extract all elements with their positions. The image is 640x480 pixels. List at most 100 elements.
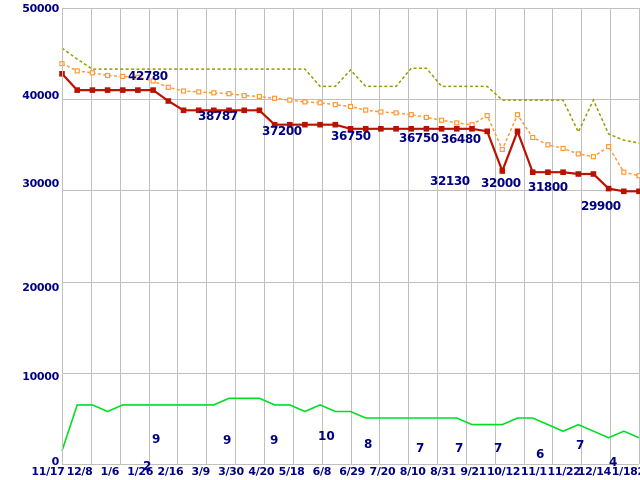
series-marker-average-price bbox=[302, 99, 308, 105]
x-axis-tick-label: 11/17 bbox=[31, 465, 65, 478]
series-marker-average-price bbox=[135, 74, 141, 80]
series-marker-lowest-price bbox=[256, 107, 263, 114]
series-marker-lowest-price bbox=[180, 107, 187, 114]
series-marker-lowest-price bbox=[347, 125, 354, 132]
price-point-label: 32130 bbox=[430, 174, 470, 188]
series-marker-lowest-price bbox=[287, 121, 293, 128]
count-point-label: 8 bbox=[364, 437, 373, 451]
x-axis-tick-label: 3/9 bbox=[191, 465, 211, 478]
x-axis-tick-label: 7/20 bbox=[369, 465, 396, 478]
x-axis-tick-label: 12/14 bbox=[577, 465, 611, 478]
x-axis-tick-label: 11/1 bbox=[520, 465, 547, 478]
series-marker-lowest-price bbox=[454, 125, 460, 132]
series-marker-average-price bbox=[332, 102, 338, 108]
series-marker-lowest-price bbox=[74, 87, 81, 93]
series-marker-average-price bbox=[363, 107, 369, 113]
series-marker-lowest-price bbox=[362, 125, 369, 132]
count-point-label: 9 bbox=[270, 433, 279, 447]
series-marker-lowest-price bbox=[499, 168, 506, 174]
series-marker-average-price bbox=[104, 72, 111, 79]
x-axis-tick-label: 2/16 bbox=[157, 465, 184, 478]
series-marker-lowest-price bbox=[484, 128, 491, 135]
y-axis-tick-label: 20000 bbox=[22, 281, 59, 294]
series-marker-average-price bbox=[272, 95, 278, 101]
series-marker-average-price bbox=[439, 117, 445, 123]
series-marker-lowest-price bbox=[150, 87, 156, 93]
series-marker-average-price bbox=[120, 73, 126, 80]
series-marker-average-price bbox=[165, 84, 171, 90]
price-point-label: 31800 bbox=[528, 180, 568, 194]
series-marker-lowest-price bbox=[545, 169, 551, 176]
series-marker-lowest-price bbox=[620, 188, 627, 195]
series-marker-average-price bbox=[180, 88, 187, 94]
x-axis-tick-label: 1/18 bbox=[611, 465, 638, 478]
series-line-listing-count bbox=[61, 397, 640, 452]
series-marker-lowest-price bbox=[469, 125, 475, 132]
series-marker-lowest-price bbox=[317, 121, 323, 128]
series-marker-lowest-price bbox=[241, 107, 248, 114]
series-marker-lowest-price bbox=[393, 125, 399, 132]
series-marker-lowest-price bbox=[165, 98, 172, 104]
series-marker-average-price bbox=[89, 70, 96, 76]
series-marker-average-price bbox=[636, 173, 640, 179]
x-axis-tick-label: 11/22 bbox=[547, 465, 581, 478]
series-marker-average-price bbox=[256, 93, 262, 100]
count-point-label: 9 bbox=[223, 433, 232, 447]
series-marker-lowest-price bbox=[195, 107, 202, 114]
price-point-label: 38787 bbox=[198, 109, 238, 123]
price-point-label: 42780 bbox=[128, 69, 168, 83]
x-axis-tick-label: 9/21 bbox=[460, 465, 487, 478]
series-marker-lowest-price bbox=[226, 107, 232, 114]
series-marker-lowest-price bbox=[408, 125, 415, 132]
x-axis-tick-label: 1/26 bbox=[127, 465, 154, 478]
series-line-highest-price bbox=[61, 47, 640, 144]
series-marker-average-price bbox=[621, 169, 627, 175]
series-listing-count bbox=[61, 397, 640, 452]
count-point-label: 7 bbox=[455, 441, 464, 455]
price-point-label: 37200 bbox=[262, 124, 302, 138]
series-marker-average-price bbox=[514, 112, 521, 118]
y-axis-tick-label: 30000 bbox=[22, 177, 59, 190]
count-point-label: 9 bbox=[152, 432, 161, 446]
series-marker-lowest-price bbox=[636, 188, 640, 195]
count-point-label: 7 bbox=[576, 438, 585, 452]
series-marker-lowest-price bbox=[529, 169, 536, 176]
y-axis-tick-label: 40000 bbox=[22, 89, 59, 102]
x-axis-tick-label: 2/1 bbox=[637, 465, 640, 478]
series-marker-average-price bbox=[499, 146, 505, 152]
x-axis-tick-label: 8/10 bbox=[399, 465, 426, 478]
x-axis-tick-label: 8/31 bbox=[430, 465, 456, 478]
x-axis-tick-label: 1/6 bbox=[100, 465, 120, 478]
series-marker-average-price bbox=[545, 142, 551, 148]
series-marker-lowest-price bbox=[104, 87, 111, 93]
series-marker-average-price bbox=[393, 110, 399, 116]
series-marker-average-price bbox=[74, 68, 80, 74]
series-marker-lowest-price bbox=[560, 169, 566, 176]
x-axis-tick-label: 3/30 bbox=[218, 465, 244, 478]
series-marker-average-price bbox=[196, 89, 202, 95]
count-point-label: 6 bbox=[536, 447, 545, 461]
count-point-label: 2 bbox=[143, 459, 152, 473]
x-axis-tick-label: 12/8 bbox=[66, 465, 93, 478]
series-marker-average-price bbox=[560, 145, 566, 151]
series-marker-average-price bbox=[211, 90, 217, 96]
series-average-price bbox=[59, 60, 640, 179]
series-marker-lowest-price bbox=[378, 125, 384, 132]
plot-border bbox=[62, 8, 639, 464]
series-marker-average-price bbox=[423, 114, 429, 121]
series-marker-lowest-price bbox=[119, 87, 126, 93]
y-axis-tick-label: 50000 bbox=[22, 2, 59, 15]
series-marker-average-price bbox=[408, 112, 414, 118]
series-marker-lowest-price bbox=[423, 125, 430, 132]
price-point-label: 36750 bbox=[331, 129, 371, 143]
series-marker-average-price bbox=[590, 154, 597, 160]
x-axis-tick-label: 6/8 bbox=[312, 465, 332, 478]
price-point-label: 29900 bbox=[581, 199, 621, 213]
price-point-label: 36480 bbox=[441, 132, 481, 146]
y-axis-tick-label: 10000 bbox=[22, 370, 59, 383]
series-marker-average-price bbox=[150, 78, 156, 84]
count-point-label: 10 bbox=[318, 429, 335, 443]
series-marker-lowest-price bbox=[590, 171, 597, 177]
x-axis-tick-label: 4/20 bbox=[248, 465, 275, 478]
